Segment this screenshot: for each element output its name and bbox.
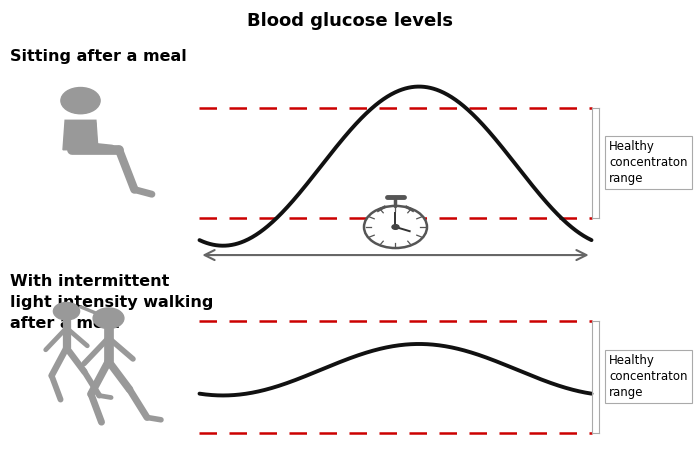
Circle shape: [61, 88, 100, 114]
Polygon shape: [63, 120, 98, 150]
Circle shape: [53, 302, 80, 320]
Text: Healthy
concentraton
range: Healthy concentraton range: [609, 140, 687, 185]
Circle shape: [392, 225, 399, 229]
Circle shape: [93, 308, 124, 329]
Circle shape: [364, 206, 427, 248]
Text: Healthy
concentraton
range: Healthy concentraton range: [609, 354, 687, 399]
Text: With intermittent
light intensity walking
after a meal: With intermittent light intensity walkin…: [10, 274, 214, 331]
Text: Blood glucose levels: Blood glucose levels: [247, 12, 453, 29]
Text: Sitting after a meal: Sitting after a meal: [10, 49, 188, 64]
